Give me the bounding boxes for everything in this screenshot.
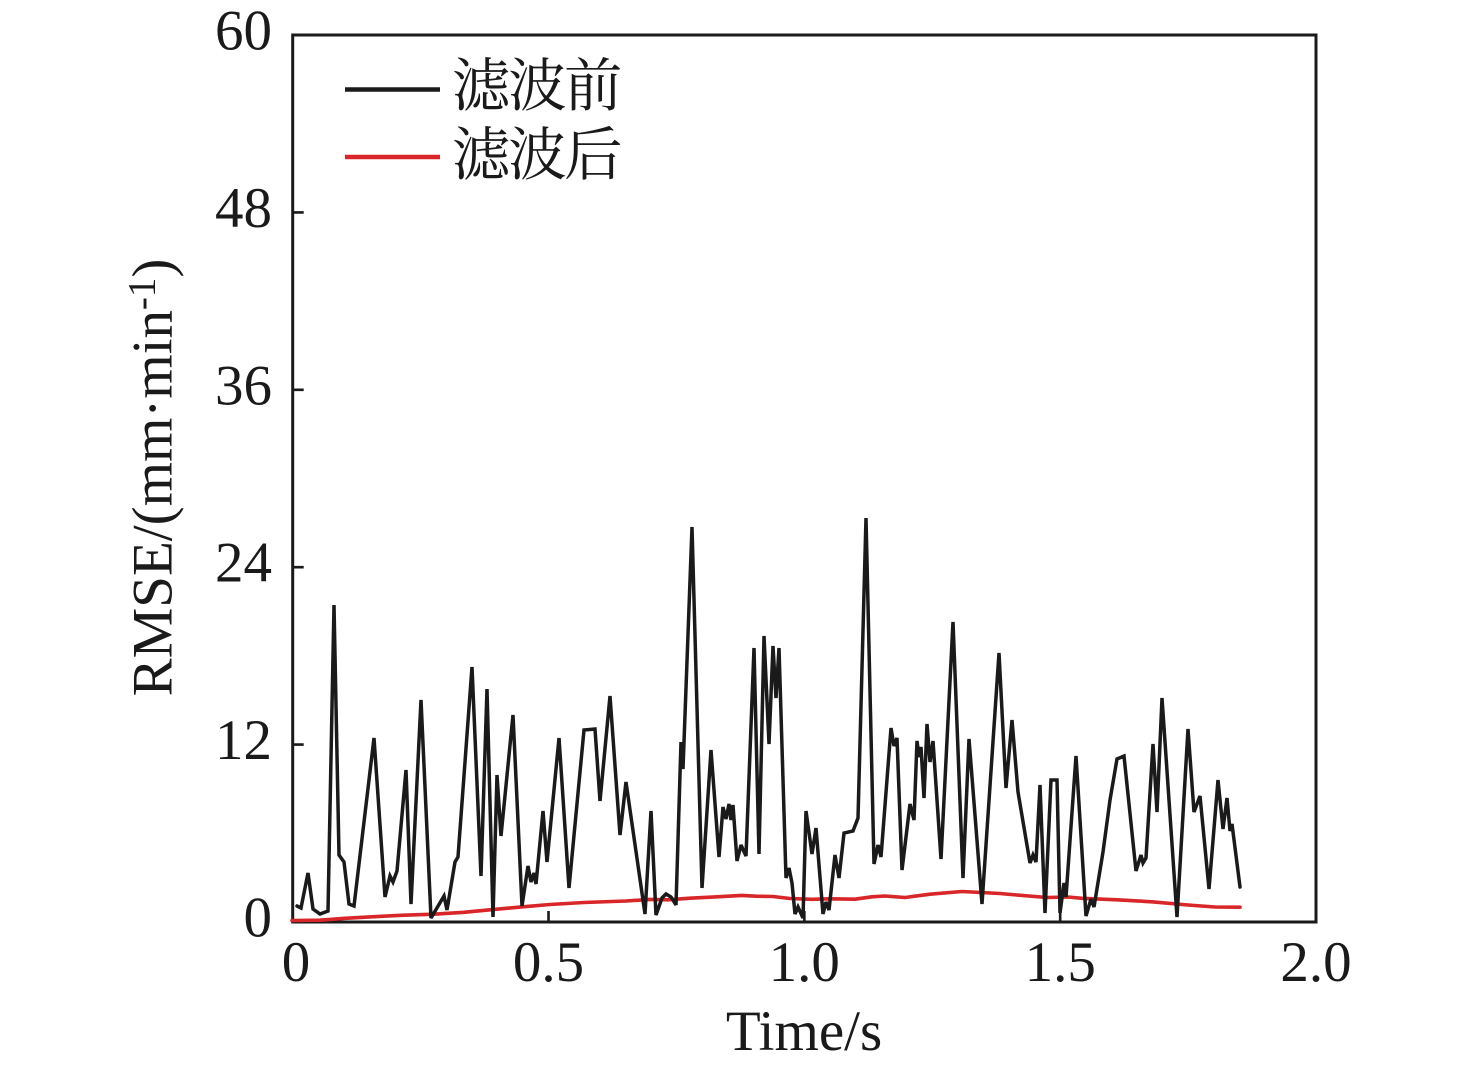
svg-text:1.0: 1.0 [769, 931, 840, 994]
svg-text:36: 36 [215, 354, 272, 417]
svg-text:RMSE/(mm·min-1): RMSE/(mm·min-1) [121, 259, 185, 697]
svg-text:12: 12 [215, 709, 272, 772]
svg-text:0.5: 0.5 [513, 931, 584, 994]
svg-text:48: 48 [215, 177, 272, 240]
svg-text:0: 0 [244, 887, 273, 950]
svg-text:24: 24 [215, 532, 272, 595]
svg-text:60: 60 [215, 0, 272, 63]
svg-text:2.0: 2.0 [1280, 931, 1351, 994]
svg-text:0: 0 [282, 931, 311, 994]
svg-text:1.5: 1.5 [1025, 931, 1096, 994]
svg-text:Time/s: Time/s [726, 1000, 882, 1063]
